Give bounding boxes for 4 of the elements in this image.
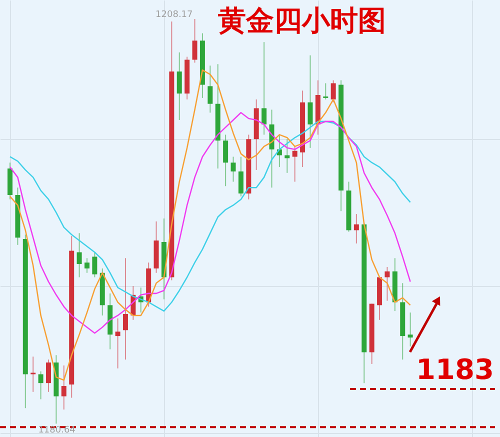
ref-line-label: 1183 [416,352,494,386]
annotation: 1208.17 [156,10,193,20]
annotation: 1180.64 [38,426,76,436]
chart-title: 黄金四小时图 [217,4,386,37]
